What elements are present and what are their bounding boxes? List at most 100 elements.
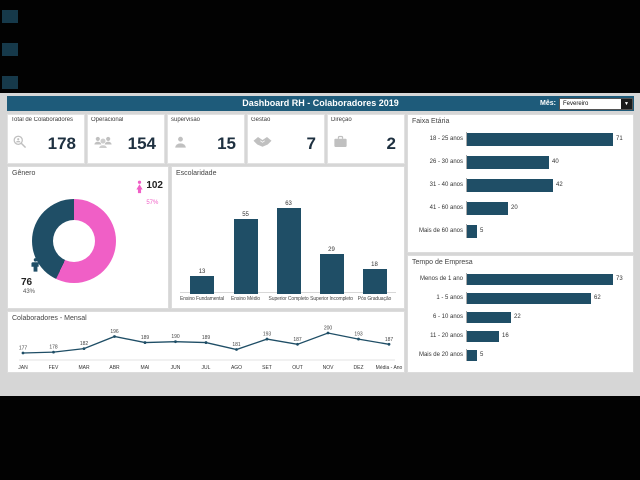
hbar-value: 62: [594, 295, 601, 301]
hbar-category: Mais de 60 anos: [418, 228, 463, 234]
kpi-value: 2: [386, 134, 396, 153]
line-category: ABR: [109, 365, 120, 371]
hbar-value: 40: [552, 159, 559, 165]
hbar-value: 5: [480, 352, 484, 358]
hbar-bar: [467, 349, 477, 361]
panel-title: Escolaridade: [176, 170, 217, 177]
kpi-value: 7: [306, 134, 316, 153]
line-point-value: 177: [19, 346, 28, 352]
escolaridade-chart: 13 Ensino Fundamental 55 Ensino Médio 63 Supe…: [180, 181, 396, 304]
hbar-category: 41 - 60 anos: [429, 205, 463, 211]
mensal-chart: 177 JAN 178 FEV 182 MAR 196 ABR 189 MAI 190 JUN 189 J…: [18, 326, 403, 372]
hbar-row: 31 - 40 anos 42: [414, 178, 627, 192]
hbar-category: 31 - 40 anos: [429, 182, 463, 188]
kpi-value: 154: [127, 134, 156, 153]
handshake-icon: [252, 134, 273, 154]
column-value: 18: [371, 262, 378, 268]
line-point-value: 196: [110, 329, 119, 335]
line-point: [296, 342, 299, 346]
hbar-value: 71: [616, 136, 623, 142]
male-icon: [31, 258, 40, 277]
month-dropdown[interactable]: Fevereiro ▼: [559, 97, 633, 110]
line-point-value: 189: [202, 335, 211, 341]
screen-artifact-block-1: [2, 10, 18, 23]
line-category: Média - Ano: [376, 365, 403, 371]
kpi-value: 178: [47, 134, 76, 153]
column-category: Pós Graduação: [357, 296, 392, 302]
line-point-value: 200: [324, 326, 333, 332]
hbar-bar: [467, 311, 511, 323]
line-point: [387, 342, 391, 346]
column-value: 29: [328, 247, 335, 253]
kpi-label: supervisão: [171, 117, 201, 123]
kpi-card-operacional: Operacional 154: [87, 114, 165, 164]
column-group: 29 Superior Incompleto: [310, 181, 353, 304]
column-group: 55 Ensino Médio: [224, 181, 267, 304]
panel-genero: Gênero 102 57%: [7, 166, 169, 309]
line-category: OUT: [292, 365, 303, 371]
line-category: JAN: [18, 365, 28, 371]
column-category: Ensino Médio: [231, 296, 261, 302]
hbar-track: 62: [466, 292, 627, 304]
male-count: 76: [21, 277, 33, 288]
panel-title: Faixa Etária: [412, 118, 450, 125]
line-point: [204, 341, 208, 344]
search-person-icon: [12, 134, 27, 154]
screen-artifact-block-3: [2, 76, 18, 89]
line-point-value: 187: [385, 337, 394, 343]
chevron-down-icon[interactable]: ▼: [621, 98, 632, 109]
line-point: [174, 340, 177, 344]
hbar-bar: [467, 224, 477, 238]
line-point: [357, 337, 360, 341]
column-bar: [319, 254, 344, 294]
column-bar: [233, 219, 258, 294]
line-point-value: 187: [293, 337, 302, 343]
panel-mensal: Colaboradores - Mensal 177 JAN 178 FEV 182 MA…: [7, 311, 405, 373]
female-count: 102: [146, 180, 163, 191]
hbar-bar: [467, 155, 549, 169]
month-label: Mês:: [540, 100, 556, 107]
people-group-icon: [92, 132, 114, 156]
dashboard-screen: Dashboard RH - Colaboradores 2019 Mês: F…: [0, 93, 640, 396]
hbar-track: 22: [466, 311, 627, 323]
hbar-value: 16: [502, 333, 509, 339]
briefcase-icon: [332, 134, 349, 154]
line-point: [235, 348, 238, 351]
hbar-row: 26 - 30 anos 40: [414, 155, 627, 169]
kpi-card-supervisao: supervisão 15: [167, 114, 245, 164]
line-category: JUN: [171, 365, 181, 371]
hbar-bar: [467, 132, 613, 146]
line-point-value: 190: [171, 334, 180, 340]
line-point: [21, 351, 25, 355]
line-point-value: 182: [80, 341, 89, 347]
hbar-value: 73: [616, 276, 623, 282]
hbar-bar: [467, 201, 508, 215]
line-point-value: 193: [354, 332, 363, 338]
month-picker: Mês: Fevereiro ▼: [540, 97, 633, 110]
month-value: Fevereiro: [563, 100, 589, 107]
line-category: FEV: [49, 365, 59, 371]
hbar-category: Menos de 1 ano: [419, 276, 463, 282]
kpi-label: Operacional: [91, 117, 124, 123]
person-icon: [172, 133, 189, 156]
column-category: Superior Incompleto: [310, 296, 353, 302]
column-value: 55: [242, 212, 249, 218]
hbar-category: Mais de 20 anos: [418, 352, 463, 358]
hbar-category: 11 - 20 anos: [430, 333, 463, 339]
kpi-label: Total de Colaboradores: [11, 117, 74, 123]
column-group: 63 Superior Completo: [267, 181, 310, 304]
hbar-category: 26 - 30 anos: [429, 159, 463, 165]
line-point: [82, 347, 86, 351]
hbar-track: 42: [466, 178, 627, 192]
panel-title: Tempo de Empresa: [412, 259, 473, 266]
line-point: [52, 350, 55, 354]
line-category: SET: [262, 365, 272, 371]
kpi-label: Gestão: [251, 117, 271, 123]
tempo-empresa-chart: Menos de 1 ano 73 1 - 5 anos 62 6 - 10 anos 2…: [414, 273, 627, 368]
line-category: MAR: [78, 365, 90, 371]
genero-female-pct: 57%: [146, 200, 159, 206]
kpi-card-total-colaboradores: Total de Colaboradores 178: [7, 114, 85, 164]
screen-artifact-block-2: [2, 43, 18, 56]
line-category: AGO: [231, 365, 242, 371]
